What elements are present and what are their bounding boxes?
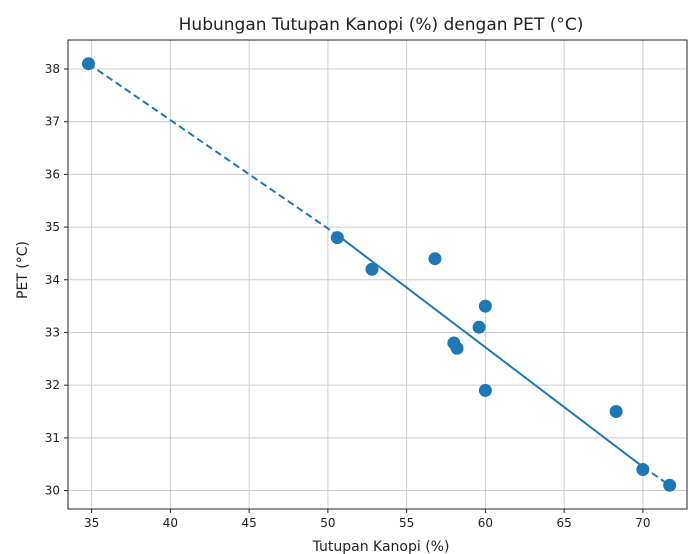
data-point (330, 231, 344, 245)
y-axis-ticks: 30 31 32 33 34 35 36 37 38 (45, 62, 68, 498)
regression-lines (87, 62, 671, 487)
plot-frame (67, 39, 688, 510)
data-point (472, 320, 486, 334)
x-axis-label: Tutupan Kanopi (%) (312, 539, 450, 554)
data-point (81, 57, 95, 71)
grid-lines (68, 40, 687, 509)
y-tick-label: 38 (45, 62, 60, 76)
data-point (478, 299, 492, 313)
regression-line-solid (336, 234, 644, 468)
y-tick-label: 36 (45, 167, 60, 181)
data-point (478, 383, 492, 397)
y-axis-label: PET (°C) (15, 241, 31, 299)
x-tick-label: 55 (399, 516, 414, 530)
x-tick-label: 45 (241, 516, 256, 530)
y-tick-label: 37 (45, 115, 60, 129)
data-point (450, 341, 464, 355)
data-point (428, 252, 442, 266)
x-tick-label: 60 (478, 516, 493, 530)
y-tick-label: 35 (45, 220, 60, 234)
data-point (636, 462, 650, 476)
data-point (609, 405, 623, 419)
y-tick-label: 33 (45, 325, 60, 339)
x-tick-label: 40 (163, 516, 178, 530)
x-tick-label: 50 (320, 516, 335, 530)
x-tick-label: 65 (557, 516, 572, 530)
x-axis-ticks: 35 40 45 50 55 60 65 70 (84, 509, 651, 530)
y-tick-label: 34 (45, 273, 60, 287)
x-tick-label: 70 (635, 516, 650, 530)
data-points (81, 57, 677, 492)
data-point (365, 262, 379, 276)
x-tick-label: 35 (84, 516, 99, 530)
y-tick-label: 31 (45, 431, 60, 445)
regression-line-dashed (87, 62, 338, 236)
chart-title: Hubungan Tutupan Kanopi (%) dengan PET (… (179, 15, 584, 35)
y-tick-label: 32 (45, 378, 60, 392)
data-point (663, 478, 677, 492)
y-tick-label: 30 (45, 484, 60, 498)
